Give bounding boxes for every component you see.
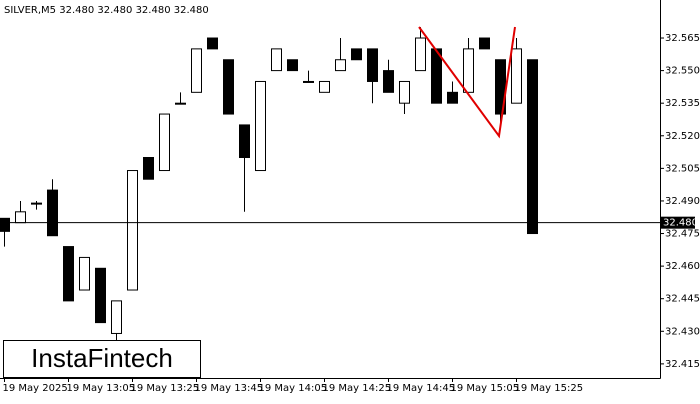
candle-body bbox=[447, 91, 458, 104]
x-tick-label: 19 May 2025 bbox=[3, 383, 68, 394]
candle-body bbox=[303, 80, 314, 83]
candle-body bbox=[95, 267, 106, 324]
x-tick-label: 19 May 14:45 bbox=[387, 383, 456, 394]
candle-body bbox=[239, 124, 250, 159]
candle-body bbox=[255, 80, 266, 172]
y-tick-label: 32.490 bbox=[665, 196, 700, 207]
x-tick-label: 19 May 15:05 bbox=[451, 383, 520, 394]
candle-body bbox=[0, 217, 10, 232]
candle-body bbox=[47, 189, 58, 237]
price-tag bbox=[661, 216, 695, 229]
candle-body bbox=[175, 102, 186, 105]
candle-body bbox=[399, 80, 410, 104]
candle-body bbox=[383, 70, 394, 93]
candle-body bbox=[63, 246, 74, 302]
y-tick-label: 32.415 bbox=[665, 359, 700, 370]
y-tick-label: 32.445 bbox=[665, 294, 700, 305]
x-tick-label: 19 May 13:45 bbox=[195, 383, 264, 394]
candle-body bbox=[223, 59, 234, 115]
y-tick-label: 32.475 bbox=[665, 229, 700, 240]
candle-body bbox=[319, 80, 330, 93]
x-tick-label: 19 May 14:25 bbox=[323, 383, 392, 394]
candle-body bbox=[511, 48, 522, 104]
candle-body bbox=[111, 300, 122, 334]
candle-body bbox=[287, 59, 298, 72]
y-tick-label: 32.430 bbox=[665, 326, 700, 337]
y-tick-label: 32.520 bbox=[665, 131, 700, 142]
candle-body bbox=[367, 48, 378, 82]
pattern-line bbox=[418, 26, 516, 139]
candle-body bbox=[463, 48, 474, 93]
brand-box bbox=[3, 340, 201, 378]
plot: 32.565 32.550 32.535 32.520 32.505 32.490 32.4… bbox=[0, 27, 700, 394]
price-label: 32.480 bbox=[663, 218, 698, 229]
candle-body bbox=[479, 37, 490, 50]
candle-body bbox=[191, 48, 202, 93]
x-tick-label: 19 May 13:25 bbox=[131, 383, 200, 394]
brand: InstaFintech bbox=[31, 343, 173, 373]
candle-body bbox=[79, 256, 90, 291]
y-tick-label: 32.550 bbox=[665, 66, 700, 77]
candle-body bbox=[207, 37, 218, 50]
candle-body bbox=[415, 37, 426, 72]
candle-body bbox=[335, 59, 346, 72]
candle-body bbox=[351, 48, 362, 61]
candle-body bbox=[271, 48, 282, 72]
x-tick-label: 19 May 13:05 bbox=[67, 383, 136, 394]
chart-title: SILVER,M5 32.480 32.480 32.480 32.480 bbox=[4, 5, 209, 16]
y-tick-label: 32.460 bbox=[665, 261, 700, 272]
candle-body bbox=[31, 202, 42, 205]
candle-body bbox=[431, 48, 442, 104]
y-tick-label: 32.565 bbox=[665, 33, 700, 44]
candle-body bbox=[15, 211, 26, 224]
candle-body bbox=[527, 59, 538, 235]
x-tick-label: 19 May 14:05 bbox=[259, 383, 328, 394]
candle-body bbox=[127, 170, 138, 291]
candle-body bbox=[159, 113, 170, 172]
candle-body bbox=[143, 157, 154, 180]
y-tick-label: 32.505 bbox=[665, 163, 700, 174]
x-tick-label: 19 May 15:25 bbox=[515, 383, 584, 394]
y-tick-label: 32.535 bbox=[665, 98, 700, 109]
